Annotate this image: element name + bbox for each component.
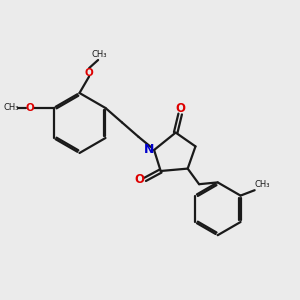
Text: O: O xyxy=(26,103,34,113)
Text: CH₃: CH₃ xyxy=(255,180,271,189)
Text: CH₃: CH₃ xyxy=(3,103,19,112)
Text: CH₃: CH₃ xyxy=(92,50,107,58)
Text: N: N xyxy=(144,143,154,156)
Text: O: O xyxy=(175,101,185,115)
Text: O: O xyxy=(134,173,144,186)
Text: O: O xyxy=(85,68,94,78)
